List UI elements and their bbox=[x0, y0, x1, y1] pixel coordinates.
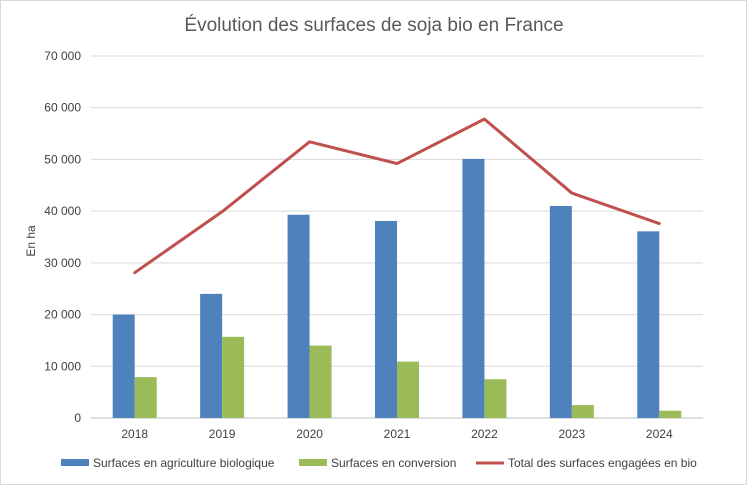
y-tick-label: 40 000 bbox=[44, 204, 81, 218]
total-point-2022 bbox=[483, 118, 485, 120]
bar-bio-2022 bbox=[462, 158, 485, 418]
bar-conversion-2021 bbox=[397, 361, 419, 418]
total-point-2020 bbox=[309, 141, 311, 143]
x-tick-label: 2021 bbox=[384, 427, 411, 441]
bar-bio-2018 bbox=[112, 314, 135, 418]
x-tick-label: 2020 bbox=[296, 427, 323, 441]
legend-label: Total des surfaces engagées en bio bbox=[508, 456, 697, 470]
bar-conversion-2023 bbox=[571, 405, 594, 418]
y-axis-label: En ha bbox=[24, 225, 38, 257]
legend-label: Surfaces en conversion bbox=[331, 456, 456, 470]
x-tick-label: 2024 bbox=[646, 427, 673, 441]
y-tick-label: 0 bbox=[74, 411, 81, 425]
x-tick-label: 2022 bbox=[471, 427, 498, 441]
y-tick-label: 50 000 bbox=[44, 152, 81, 166]
legend-swatch bbox=[299, 459, 327, 466]
x-axis-ticks: 2018 2019 2020 2021 2022 2023 2024 bbox=[121, 427, 673, 441]
y-tick-label: 10 000 bbox=[44, 359, 81, 373]
y-tick-label: 70 000 bbox=[44, 49, 81, 63]
bar-bio-2021 bbox=[375, 220, 397, 418]
total-point-2018 bbox=[134, 272, 136, 274]
bar-conversion-2019 bbox=[222, 336, 245, 418]
bar-conversion-2022 bbox=[484, 379, 507, 418]
legend-label: Surfaces en agriculture biologique bbox=[93, 456, 275, 470]
x-tick-label: 2023 bbox=[559, 427, 586, 441]
y-tick-label: 60 000 bbox=[44, 101, 81, 115]
total-line-group bbox=[133, 117, 661, 275]
bar-conversion-2024 bbox=[659, 410, 682, 418]
bar-bio-2019 bbox=[200, 293, 223, 418]
legend: Surfaces en agriculture biologique Surfac… bbox=[61, 456, 697, 470]
bar-conversion-2018 bbox=[134, 377, 157, 418]
bar-bio-2024 bbox=[637, 231, 660, 418]
bar-bio-2023 bbox=[549, 205, 572, 418]
y-tick-label: 30 000 bbox=[44, 256, 81, 270]
total-point-2021 bbox=[396, 163, 398, 165]
total-point-2023 bbox=[571, 192, 573, 194]
total-point-2024 bbox=[658, 223, 660, 225]
bar-conversion-2020 bbox=[309, 345, 332, 418]
y-tick-label: 20 000 bbox=[44, 308, 81, 322]
chart-title: Évolution des surfaces de soja bio en Fr… bbox=[184, 15, 563, 36]
x-tick-label: 2019 bbox=[209, 427, 236, 441]
legend-swatch bbox=[61, 459, 89, 466]
y-axis-ticks: 0 10 000 20 000 30 000 40 000 50 000 60 000 70 … bbox=[44, 49, 81, 425]
x-tick-label: 2018 bbox=[121, 427, 148, 441]
bar-bio-2020 bbox=[287, 214, 310, 418]
bars bbox=[112, 158, 682, 418]
total-point-2019 bbox=[221, 211, 223, 213]
